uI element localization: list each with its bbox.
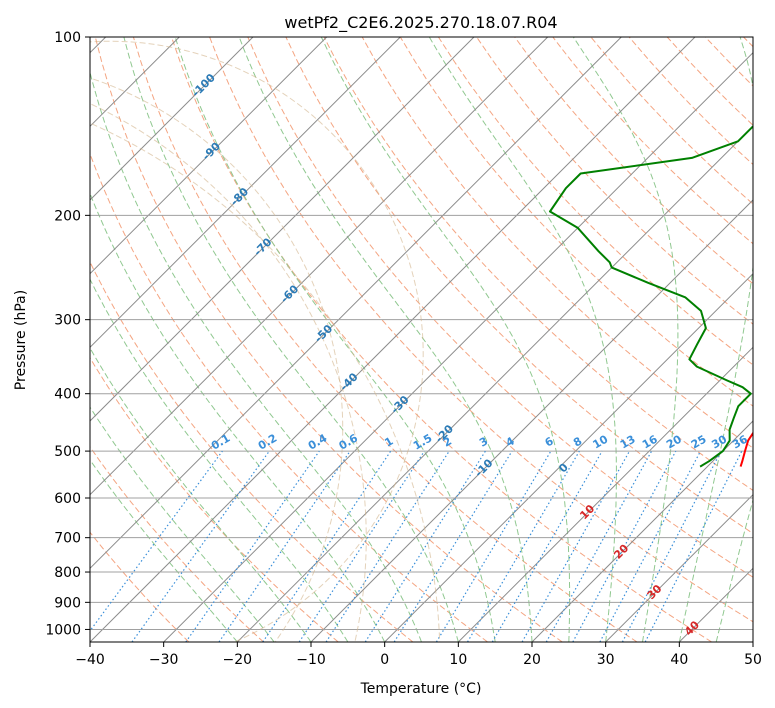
mixing-ratio-line <box>364 450 486 642</box>
isotherm <box>90 37 401 349</box>
x-tick-label: 10 <box>449 652 467 668</box>
isotherm <box>90 37 622 570</box>
y-tick-label: 700 <box>54 531 81 547</box>
moist-adiabat <box>320 37 571 642</box>
y-tick-label: 900 <box>54 595 81 611</box>
dry-adiabat <box>90 531 190 642</box>
moist-adiabat <box>678 37 753 642</box>
dry-adiabat <box>437 37 753 366</box>
reference-arc <box>90 103 367 642</box>
mixing-ratio-line <box>521 450 631 642</box>
dry-adiabat <box>514 37 753 285</box>
isotherm <box>90 37 254 201</box>
x-tick-label: −20 <box>223 652 253 668</box>
y-tick-label: 200 <box>54 208 81 224</box>
dry-adiabat <box>90 446 264 642</box>
moist-adiabat <box>90 70 422 642</box>
dry-adiabat <box>171 37 712 642</box>
mixing-ratio-line <box>435 450 552 642</box>
moist-adiabat <box>572 37 679 642</box>
y-tick-label: 600 <box>54 491 81 507</box>
isotherm <box>90 37 696 642</box>
moist-adiabat <box>238 37 533 642</box>
moist-adiabat <box>90 192 386 642</box>
plot-frame <box>89 36 754 643</box>
dry-adiabat <box>90 356 339 642</box>
y-tick-label: 300 <box>54 313 81 329</box>
dry-adiabat <box>209 37 753 623</box>
chart-title: wetPf2_C2E6.2025.270.18.07.R04 <box>284 13 557 33</box>
x-tick-label: −40 <box>75 652 105 668</box>
x-tick-label: 40 <box>670 652 688 668</box>
mixing-ratio-line <box>545 450 653 642</box>
y-axis-label: Pressure (hPa) <box>13 290 29 390</box>
x-axis: −40 −30 −20 −10 0 10 20 30 40 50 <box>75 642 762 668</box>
y-tick-label: 400 <box>54 387 81 403</box>
mixing-ratio-line <box>325 450 450 642</box>
x-tick-label: −10 <box>296 652 326 668</box>
reference-arc <box>90 77 344 642</box>
isotherm <box>531 420 753 642</box>
isotherm <box>384 272 753 642</box>
dry-adiabat <box>399 37 753 407</box>
mixing-ratio-line <box>572 450 677 642</box>
y-tick-label: 1000 <box>45 622 81 638</box>
mixing-ratio-line <box>218 450 351 642</box>
dewpoint-line <box>549 124 753 468</box>
moist-adiabat <box>174 37 496 642</box>
y-tick-label: 800 <box>54 565 81 581</box>
isotherm <box>90 37 475 422</box>
x-tick-label: 50 <box>744 652 762 668</box>
x-tick-label: 20 <box>523 652 541 668</box>
moist-adiabat <box>123 37 459 642</box>
isotherm <box>90 37 549 496</box>
profile-series <box>549 124 753 468</box>
temperature-line <box>739 431 753 467</box>
isotherm <box>457 346 753 642</box>
moist-adiabat <box>428 37 617 642</box>
isotherm <box>163 51 753 642</box>
dry-adiabat <box>94 37 563 642</box>
moist-adiabat <box>90 347 312 642</box>
moist-adiabat <box>90 459 238 642</box>
moist-adiabat <box>90 406 275 642</box>
isotherm <box>90 37 328 275</box>
x-tick-label: 0 <box>380 652 389 668</box>
mixing-ratio-line <box>393 450 513 642</box>
y-axis: 1000 900 800 700 600 500 400 300 200 100 <box>45 30 90 638</box>
reference-arc <box>90 122 441 642</box>
mixing-ratio-line <box>466 450 580 642</box>
x-axis-label: Temperature (°C) <box>360 681 482 697</box>
background-lines <box>90 37 753 642</box>
moist-adiabat <box>90 278 349 642</box>
mixing-ratio-line <box>185 450 320 642</box>
x-tick-label: −30 <box>149 652 179 668</box>
y-tick-label: 100 <box>54 30 81 46</box>
dry-adiabat <box>132 37 638 642</box>
y-tick-label: 500 <box>54 444 81 460</box>
x-tick-label: 30 <box>597 652 615 668</box>
dry-adiabat <box>361 37 753 449</box>
dry-adiabat <box>285 37 753 535</box>
isotherm <box>310 199 753 642</box>
mixing-ratio-line <box>491 450 603 642</box>
dry-adiabat <box>90 152 488 642</box>
dry-adiabat <box>247 37 753 578</box>
reference-arc <box>90 40 424 642</box>
isotherm <box>605 493 753 642</box>
